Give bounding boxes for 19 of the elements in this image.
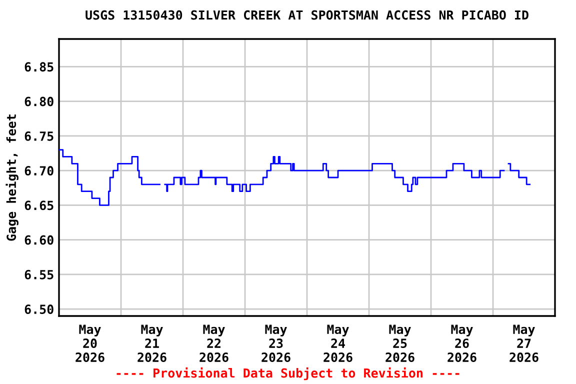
chart-title: USGS 13150430 SILVER CREEK AT SPORTSMAN ACCESS NR PICABO ID [86,10,528,20]
x-tick-label: May 21 2026 [138,324,166,362]
y-tick-label: 6.50 [24,304,54,314]
x-tick-label: May 27 2026 [510,324,538,362]
x-tick-label: May 20 2026 [76,324,104,362]
text: ---- Provisional Data Subject to Revision ---- [116,367,460,380]
y-tick-label: 6.70 [24,166,54,176]
y-tick-label: 6.60 [24,235,54,245]
x-tick-label: May 26 2026 [448,324,476,362]
y-tick-label: 6.75 [24,131,54,141]
y-tick-label: 6.80 [24,96,54,106]
y-tick-label: 6.55 [24,270,54,280]
x-tick-label: May 25 2026 [386,324,414,362]
x-tick-label: May 23 2026 [262,324,290,362]
x-tick-label: May 24 2026 [324,324,352,362]
x-tick-label: May 22 2026 [200,324,228,362]
y-tick-label: 6.65 [24,200,54,210]
y-tick-label: 6.85 [24,62,54,72]
y-axis-title: Gage height, feet [6,114,18,241]
